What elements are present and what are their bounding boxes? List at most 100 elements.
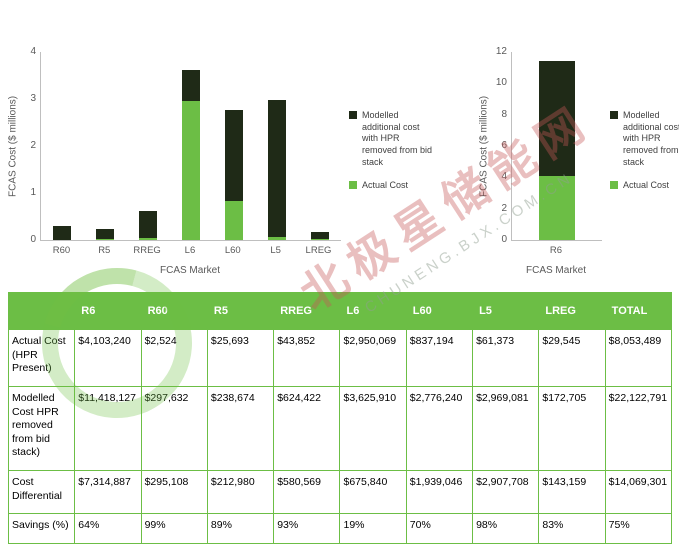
table-row: Cost Differential $7,314,887 $295,108 $212,… (7, 470, 672, 515)
table-row: Savings (%) 64% 99% 89% 93% 19% 70% 98% 83% 75% (7, 513, 672, 545)
fcas-cost-chart-r6: FCAS Cost ($ millions) 0 2 4 6 8 10 12 R6 FCAS Ma… (477, 8, 679, 277)
table-cell: $295,108 (140, 470, 208, 515)
bar-l6-actual-cost (182, 101, 200, 240)
table-cell: $29,545 (538, 329, 606, 387)
table-cell: $2,907,708 (472, 470, 540, 515)
plot-column: R60 R5 RREG L6 L60 L5 LREG FCAS Market (40, 52, 341, 276)
bar-r60-modelled-additional (53, 226, 72, 240)
column-header-blank (7, 292, 76, 330)
x-tick-label: L5 (270, 245, 281, 256)
table-cell: $8,053,489 (604, 329, 672, 387)
table-cell: 70% (405, 513, 474, 545)
plot-area (40, 52, 341, 241)
table-cell: $1,939,046 (405, 470, 474, 515)
table-cell: $212,980 (206, 470, 275, 515)
table-cell: 19% (339, 513, 407, 545)
x-tick-label: R5 (98, 245, 111, 256)
table-cell: $4,103,240 (74, 329, 142, 387)
bar-l5-modelled-additional (267, 100, 286, 238)
bar-lreg-actual-cost (310, 238, 329, 240)
bar-lreg-modelled-additional (310, 231, 329, 239)
table-cell: $837,194 (405, 329, 474, 387)
table-cell: $675,840 (339, 470, 407, 515)
fcas-cost-chart-all-markets: FCAS Cost ($ millions) 0 1 2 3 4 R60 R5 RREG L6 L6… (6, 8, 435, 277)
table-cell: $624,422 (273, 385, 341, 472)
x-axis-labels: R60 R5 RREG L6 L60 L5 LREG (40, 245, 340, 256)
table-cell: $2,950,069 (339, 329, 407, 387)
chart-legend: Modelled additional cost with HPR remove… (349, 110, 435, 204)
actual-cost-swatch-icon (610, 181, 618, 190)
bar-r5-actual-cost (96, 238, 115, 240)
table-cell: $580,569 (273, 470, 341, 515)
bar-l60-actual-cost (224, 200, 243, 240)
legend-label: Actual Cost (362, 180, 409, 191)
x-tick-label: R60 (52, 245, 71, 256)
column-header-lreg: LREG (538, 292, 606, 330)
chart: FCAS Cost ($ millions) 0 1 2 3 4 R60 R5 RREG L6 L6… (6, 8, 435, 277)
fcas-cost-table: R6 R60 R5 RREG L6 L60 L5 LREG TOTAL Actual Cost (… (7, 292, 672, 545)
x-tick-label: LREG (305, 245, 332, 256)
table-cell: 89% (206, 513, 275, 545)
x-tick-label: L60 (224, 245, 241, 256)
column-header-r6: R6 (74, 292, 142, 330)
column-header-rreg: RREG (273, 292, 341, 330)
bar-l5-actual-cost (267, 237, 286, 240)
y-tick-label: 12 (495, 46, 507, 57)
row-label: Cost Differential (7, 470, 76, 515)
y-tick-label: 10 (495, 77, 507, 89)
chart: FCAS Cost ($ millions) 0 2 4 6 8 10 12 R6 FCAS Ma… (477, 8, 679, 277)
y-axis-title: FCAS Cost ($ millions) (7, 95, 19, 197)
table-cell: $25,693 (206, 329, 275, 387)
y-tick-label: 0 (30, 234, 36, 245)
table-cell: $7,314,887 (74, 470, 142, 515)
plot-area (511, 52, 602, 241)
table-header-row: R6 R60 R5 RREG L6 L60 L5 LREG TOTAL (7, 292, 672, 330)
y-axis-title: FCAS Cost ($ millions) (478, 95, 490, 197)
table-cell: 99% (140, 513, 208, 545)
actual-cost-swatch-icon (349, 181, 357, 190)
y-tick-label: 3 (30, 93, 36, 104)
y-tick-label: 0 (501, 234, 507, 245)
bar-l60-modelled-additional (224, 109, 243, 201)
y-axis-ticks: 0 2 4 6 8 10 12 (491, 47, 511, 245)
charts-row: FCAS Cost ($ millions) 0 1 2 3 4 R60 R5 RREG L6 L6… (6, 8, 679, 277)
table-cell: $11,418,127 (74, 385, 142, 472)
y-tick-label: 4 (30, 46, 36, 57)
table-cell: $43,852 (273, 329, 341, 387)
legend-item: Actual Cost (349, 180, 435, 192)
bar-r5-modelled-additional (96, 228, 115, 239)
table-cell: $143,159 (538, 470, 606, 515)
legend-label: Actual Cost (623, 180, 670, 191)
table-cell: $61,373 (472, 329, 540, 387)
y-tick-label: 1 (30, 187, 36, 198)
column-header-l60: L60 (405, 292, 474, 330)
chart-legend: Modelled additional cost with HPR remove… (610, 110, 679, 204)
bar-rreg-modelled-additional (139, 210, 158, 238)
y-tick-label: 8 (501, 108, 507, 120)
table-row: Modelled Cost HPR removed from bid stack… (7, 385, 672, 472)
table-cell: $238,674 (206, 385, 275, 472)
plot-column: R6 FCAS Market (511, 52, 602, 276)
table-row: Actual Cost (HPR Present) $4,103,240 $2,52… (7, 329, 672, 387)
x-tick-label: L6 (184, 245, 196, 256)
table-cell: 64% (74, 513, 142, 545)
bar-l6-modelled-additional (182, 69, 200, 102)
legend-item: Modelled additional cost with HPR remove… (349, 110, 435, 168)
bar-r6-modelled-additional (539, 61, 575, 176)
row-label: Savings (%) (7, 513, 76, 545)
column-header-r60: R60 (140, 292, 208, 330)
row-label: Modelled Cost HPR removed from bid stack… (7, 385, 76, 472)
modelled-cost-swatch-icon (610, 111, 618, 119)
column-header-total: TOTAL (604, 292, 672, 330)
table-cell: 83% (538, 513, 606, 545)
table-cell: $2,776,240 (405, 385, 474, 472)
table-cell: $3,625,910 (339, 385, 407, 472)
legend-label: Modelled additional cost with HPR remove… (623, 110, 679, 167)
bar-rreg-actual-cost (139, 237, 158, 240)
table-cell: $22,122,791 (604, 385, 672, 472)
legend-label: Modelled additional cost with HPR remove… (362, 110, 433, 167)
x-axis-title: FCAS Market (525, 265, 586, 276)
column-header-r5: R5 (206, 292, 275, 330)
table-cell: 75% (604, 513, 672, 545)
column-header-l5: L5 (472, 292, 540, 330)
